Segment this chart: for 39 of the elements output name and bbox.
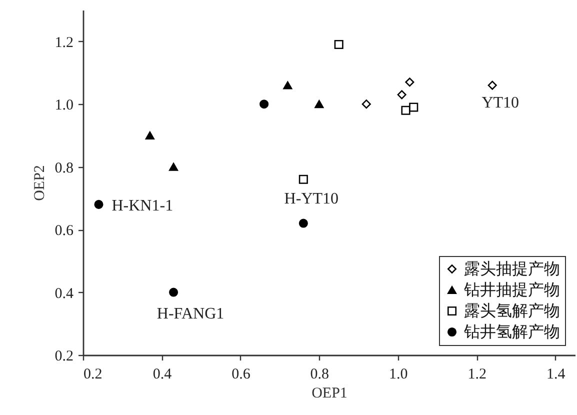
y-axis-title: OEP2 — [32, 165, 48, 201]
x-axis-title: OEP1 — [312, 386, 348, 402]
point — [409, 102, 418, 112]
y-tick-label: 0.6 — [54, 223, 74, 240]
annotation: H-YT10 — [284, 190, 339, 208]
annotation: H-KN1-1 — [112, 197, 174, 214]
legend-label: 露头氢解产物 — [464, 302, 560, 320]
point — [362, 100, 371, 109]
y-tick-label: 0.4 — [54, 286, 74, 302]
point — [145, 131, 154, 140]
point — [260, 100, 269, 109]
y-tick-label: 1.0 — [54, 98, 74, 114]
point — [283, 81, 292, 90]
point — [298, 174, 308, 184]
x-tick-label: 0.6 — [232, 366, 251, 382]
point — [169, 162, 178, 171]
y-tick-label: 1.2 — [54, 34, 74, 51]
legend-label: 露头抽提产物 — [464, 260, 560, 278]
point — [298, 218, 308, 228]
x-tick-label: 1.2 — [468, 366, 486, 382]
point — [314, 100, 324, 108]
x-tick-label: 0.2 — [84, 366, 102, 382]
x-tick-label: 0.4 — [152, 366, 172, 382]
x-tick-label: 1.4 — [546, 366, 566, 382]
legend-label: 钻井抽提产物 — [463, 281, 560, 299]
x-tick-label: 1.0 — [389, 366, 408, 382]
legend-label: 钻井氢解产物 — [463, 323, 560, 341]
point — [94, 200, 104, 209]
annotation: H-FANG1 — [156, 305, 224, 322]
point — [405, 78, 414, 87]
x-tick-label: 0.8 — [310, 366, 330, 382]
point — [488, 80, 497, 90]
point — [397, 90, 406, 100]
point — [334, 40, 344, 50]
annotation: YT10 — [482, 94, 520, 112]
point — [401, 106, 410, 115]
y-tick-label: 0.2 — [54, 348, 74, 364]
point — [169, 288, 178, 297]
y-tick-label: 0.8 — [54, 160, 74, 176]
